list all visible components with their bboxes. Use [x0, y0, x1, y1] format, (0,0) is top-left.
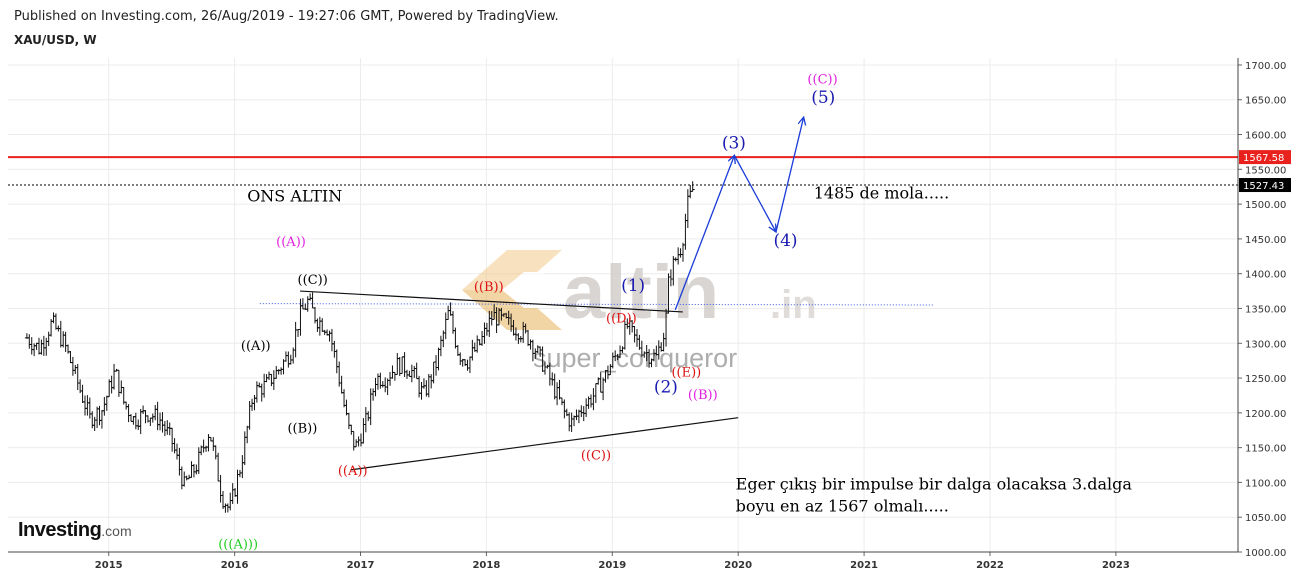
y-tick-label: 1500.00 — [1245, 200, 1286, 211]
wave-label: ((A)) — [276, 235, 306, 250]
y-tick-label: 1150.00 — [1245, 444, 1286, 455]
x-tick-label: 2020 — [724, 560, 752, 571]
y-tick-label: 1200.00 — [1245, 409, 1286, 420]
wave-label: ((A)) — [338, 464, 368, 479]
y-tick-label: 1450.00 — [1245, 235, 1286, 246]
y-tick-label: 1300.00 — [1245, 339, 1286, 350]
y-tick-label: 1050.00 — [1245, 513, 1286, 524]
logo-suffix: .com — [101, 523, 132, 539]
wave-label: (2) — [654, 378, 678, 398]
x-tick-label: 2022 — [976, 560, 1004, 571]
x-tick-label: 2023 — [1102, 560, 1130, 571]
wave-label: Eger çıkış bir impulse bir dalga olacaks… — [736, 474, 1133, 493]
y-tick-label: 1250.00 — [1245, 374, 1286, 385]
wave-label: 1485 de mola..... — [814, 184, 950, 203]
x-tick-label: 2019 — [598, 560, 626, 571]
y-tick-label: 1600.00 — [1245, 131, 1286, 142]
price-tag — [1239, 150, 1291, 165]
symbol-label: XAU/USD, W — [14, 33, 97, 47]
published-line: Published on Investing.com, 26/Aug/2019 … — [14, 9, 559, 24]
wave-label: (((A))) — [218, 538, 258, 553]
y-tick-label: 1700.00 — [1245, 61, 1286, 72]
investing-logo: Investing.com — [18, 519, 132, 542]
wave-label: ((C)) — [807, 73, 837, 88]
wave-label: (4) — [773, 231, 797, 251]
price-tag — [1239, 178, 1291, 193]
wave-annotations: ONS ALTIN ((A)) ((C)) ((A)) ((B)) (((A))) ((A)… — [218, 73, 1132, 553]
wave-label: ((C)) — [581, 448, 611, 463]
watermark-logo-icon — [462, 250, 562, 330]
wave-projection — [674, 117, 804, 311]
trendline — [350, 417, 739, 471]
watermark: altin .in super_conqueror — [462, 250, 817, 373]
x-tick-label: 2021 — [850, 560, 878, 571]
y-tick-label: 1000.00 — [1245, 548, 1286, 559]
x-tick-label: 2018 — [472, 560, 500, 571]
wave-label: ((B)) — [688, 388, 718, 403]
price-bars — [24, 181, 695, 513]
wave-label: ONS ALTIN — [247, 186, 342, 205]
y-tick-label: 1400.00 — [1245, 270, 1286, 281]
projection-segment — [733, 155, 776, 232]
wave-label: ((D)) — [606, 311, 637, 326]
wave-label: ((A)) — [241, 339, 271, 354]
y-tick-label: 1650.00 — [1245, 96, 1286, 107]
trendline — [300, 290, 683, 313]
y-tick-label: 1350.00 — [1245, 304, 1286, 315]
x-tick-label: 2015 — [95, 560, 123, 571]
gridlines — [8, 58, 1238, 553]
projection-segment — [674, 155, 734, 311]
wave-label: ((C)) — [298, 273, 328, 288]
wave-label: (1) — [621, 276, 645, 296]
projection-segment — [775, 117, 804, 233]
watermark-author: super_conqueror — [533, 343, 737, 373]
wave-label: ((B)) — [474, 280, 504, 295]
logo-main: Investing — [18, 519, 102, 541]
wave-label: ((E)) — [671, 366, 701, 381]
wave-label: ((B)) — [287, 421, 317, 436]
y-tick-label: 1550.00 — [1245, 165, 1286, 176]
wave-label: (5) — [811, 88, 835, 108]
x-tick-label: 2017 — [347, 560, 375, 571]
dotted-level-line — [259, 303, 934, 306]
axes: 1000.00 1050.00 1100.00 1150.00 1200.00 1250.… — [8, 58, 1291, 571]
wave-label: boyu en az 1567 olmalı..... — [736, 497, 949, 516]
x-tick-label: 2016 — [221, 560, 249, 571]
y-tick-label: 1100.00 — [1245, 478, 1286, 489]
price-tag-label: 1567.58 — [1243, 153, 1284, 164]
price-tag-label: 1527.43 — [1243, 181, 1284, 192]
trend-lines — [8, 156, 1238, 471]
wave-label: (3) — [722, 133, 746, 153]
